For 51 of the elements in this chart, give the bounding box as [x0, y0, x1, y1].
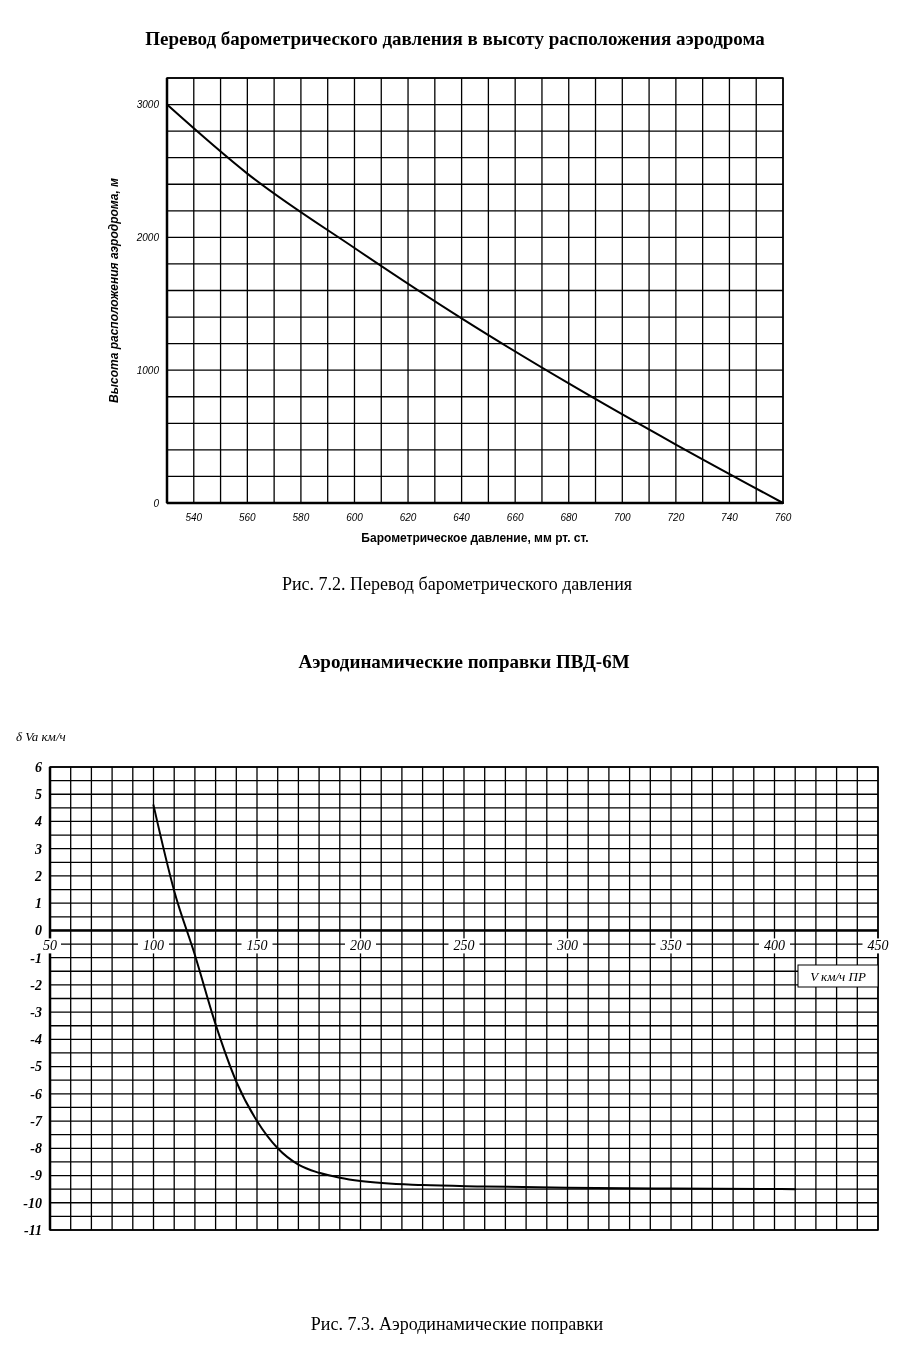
- y-tick-label: -5: [30, 1059, 42, 1075]
- x-tick-label: 640: [453, 512, 471, 523]
- y-tick-label: -2: [30, 977, 42, 993]
- x-tick-label: 760: [774, 512, 792, 523]
- y-tick-label: -6: [30, 1086, 42, 1102]
- x-tick-label: 450: [867, 938, 889, 954]
- y-tick-label: -11: [24, 1222, 42, 1238]
- x-tick-label: 150: [246, 938, 268, 954]
- y-tick-label: 6: [35, 759, 42, 775]
- x-axis-title: V км/ч ПР: [810, 969, 866, 984]
- y-tick-label: 4: [34, 814, 42, 830]
- y-tick-label: 1000: [136, 364, 160, 376]
- x-tick-label: 50: [43, 938, 57, 954]
- y-tick-label: 3000: [136, 99, 160, 111]
- x-tick-label: 560: [239, 512, 257, 523]
- y-tick-label: -4: [30, 1032, 42, 1048]
- x-tick-label: 300: [556, 938, 578, 954]
- x-tick-label: 700: [613, 512, 632, 523]
- x-tick-label: 620: [399, 512, 417, 523]
- x-tick-label: 540: [185, 512, 203, 523]
- y-tick-label: 3: [34, 841, 42, 857]
- x-tick-label: 740: [721, 512, 739, 523]
- y-tick-label: -7: [30, 1113, 43, 1129]
- chart-title: Перевод барометрического давления в высоту расположения аэродрома: [145, 28, 766, 49]
- x-tick-label: 400: [764, 938, 785, 954]
- y-tick-label: 0: [153, 497, 160, 509]
- y-tick-label: -10: [23, 1195, 42, 1211]
- x-tick-label: 200: [350, 938, 371, 954]
- y-axis-title: Высота расположения аэродрома, м: [107, 177, 121, 403]
- y-axis-title: δ Va км/ч: [16, 729, 66, 744]
- x-tick-label: 100: [143, 938, 164, 954]
- text: Рис. 7.3. Аэродинамические поправки: [310, 1314, 604, 1334]
- y-tick-label: 5: [35, 787, 42, 803]
- x-tick-label: 600: [346, 512, 364, 523]
- text: Рис. 7.2. Перевод барометрического давления: [281, 574, 633, 594]
- x-tick-label: 720: [667, 512, 685, 523]
- y-tick-label: 2: [34, 868, 42, 884]
- x-axis-title: Барометрическое давление, мм рт. ст.: [361, 531, 589, 545]
- x-tick-label: 350: [659, 938, 682, 954]
- y-tick-label: 2000: [135, 231, 160, 243]
- x-tick-label: 680: [560, 512, 578, 523]
- x-tick-label: 660: [506, 512, 524, 523]
- y-tick-label: -9: [30, 1168, 42, 1184]
- y-tick-label: 1: [35, 896, 42, 912]
- y-tick-label: 0: [35, 923, 42, 939]
- chart-title: Аэродинамические поправки ПВД-6М: [298, 651, 630, 672]
- x-tick-label: 250: [453, 938, 475, 954]
- y-tick-label: -8: [30, 1141, 42, 1157]
- y-tick-label: -3: [30, 1005, 42, 1021]
- y-tick-label: -1: [30, 950, 42, 966]
- x-tick-label: 580: [292, 512, 310, 523]
